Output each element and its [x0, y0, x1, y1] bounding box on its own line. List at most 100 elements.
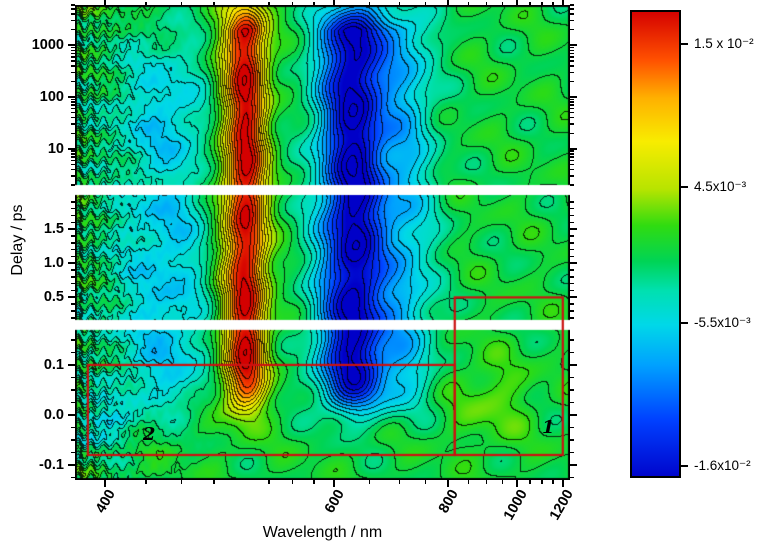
contour-plot-canvas — [75, 5, 570, 480]
y-minor-tick-right — [570, 248, 574, 251]
y-minor-tick-right — [570, 235, 574, 237]
y-minor-tick-right — [570, 60, 574, 62]
y-tick-label: 0.0 — [43, 406, 64, 423]
y-minor-tick — [71, 168, 75, 171]
y-minor-tick — [71, 310, 75, 312]
y-minor-tick — [71, 46, 75, 49]
y-minor-tick-right — [570, 46, 574, 49]
y-minor-tick — [71, 98, 75, 101]
y-minor-tick — [71, 8, 75, 10]
y-major-tick-right — [570, 44, 577, 47]
y-minor-tick — [71, 242, 75, 244]
colorbar-tick — [681, 321, 688, 324]
y-minor-tick-right — [570, 303, 574, 305]
y-minor-tick — [71, 248, 75, 251]
y-minor-tick — [71, 451, 75, 454]
y-minor-tick-right — [570, 276, 574, 278]
y-minor-tick-right — [570, 56, 574, 58]
y-minor-tick — [71, 13, 75, 15]
y-major-tick — [68, 363, 75, 366]
y-major-tick-right — [570, 96, 577, 99]
y-minor-tick-right — [570, 201, 574, 203]
y-minor-tick-right — [570, 282, 574, 285]
y-minor-tick — [71, 71, 75, 74]
y-major-tick — [68, 413, 75, 416]
y-minor-tick — [71, 214, 75, 217]
y-major-tick-right — [570, 262, 577, 265]
y-minor-tick-right — [570, 104, 574, 106]
y-minor-tick-right — [570, 317, 574, 319]
x-major-tick-top — [516, 0, 519, 5]
colorbar-tick — [681, 185, 688, 188]
y-minor-tick — [71, 49, 75, 52]
x-minor-tick — [291, 480, 294, 484]
x-minor-tick — [529, 480, 531, 484]
y-minor-tick-right — [570, 80, 574, 83]
x-minor-tick-top — [552, 2, 554, 5]
x-minor-tick-top — [501, 2, 504, 5]
y-minor-tick-right — [570, 52, 574, 55]
y-minor-tick-right — [570, 439, 574, 441]
y-tick-label: 0.5 — [43, 289, 64, 306]
y-major-tick-right — [570, 228, 577, 231]
y-minor-tick — [71, 19, 75, 22]
y-major-tick-right — [570, 463, 577, 466]
x-minor-tick-top — [291, 2, 294, 5]
y-minor-tick — [71, 269, 75, 271]
y-minor-tick-right — [570, 49, 574, 52]
y-major-tick — [68, 96, 75, 99]
colorbar-tick-label: -5.5x10⁻³ — [694, 314, 751, 330]
colorbar-tick-label: -1.6x10⁻² — [694, 457, 751, 473]
y-minor-tick — [71, 104, 75, 106]
y-minor-tick — [71, 56, 75, 58]
y-minor-tick-right — [570, 476, 574, 479]
y-minor-tick — [71, 303, 75, 305]
y-minor-tick-right — [570, 389, 574, 391]
y-minor-tick-right — [570, 111, 574, 114]
y-tick-label: 1.5 — [43, 221, 64, 238]
x-minor-tick-top — [541, 2, 543, 5]
y-minor-tick-right — [570, 207, 574, 210]
y-minor-tick — [71, 28, 75, 31]
y-major-tick-right — [570, 147, 577, 150]
y-axis-title: Delay / ps — [9, 204, 26, 276]
x-minor-tick — [368, 480, 371, 484]
y-minor-tick — [71, 389, 75, 391]
y-minor-tick — [71, 276, 75, 278]
x-major-tick — [516, 480, 519, 487]
y-minor-tick — [71, 235, 75, 237]
y-minor-tick-right — [570, 101, 574, 103]
colorbar — [630, 10, 681, 478]
x-major-tick — [561, 480, 564, 487]
y-minor-tick-right — [570, 123, 574, 125]
y-minor-tick-right — [570, 310, 574, 312]
x-minor-tick-top — [398, 2, 401, 5]
y-minor-tick — [71, 156, 75, 158]
y-minor-tick-right — [570, 184, 574, 186]
y-minor-tick-right — [570, 214, 574, 217]
region-label-1: 1 — [541, 416, 555, 438]
y-minor-tick — [71, 163, 75, 166]
x-minor-tick — [313, 480, 315, 484]
y-minor-tick — [71, 426, 75, 429]
x-minor-tick — [180, 480, 183, 484]
y-minor-tick — [71, 221, 75, 224]
x-minor-tick-top — [145, 2, 147, 5]
y-minor-tick-right — [570, 351, 574, 354]
y-minor-tick-right — [570, 13, 574, 15]
y-major-tick — [68, 296, 75, 299]
y-minor-tick — [71, 132, 75, 134]
colorbar-tick-label: 1.5 x 10⁻² — [694, 36, 754, 52]
x-minor-tick — [424, 480, 427, 484]
y-minor-tick — [71, 52, 75, 55]
y-minor-tick — [71, 4, 75, 6]
y-minor-tick-right — [570, 8, 574, 10]
x-minor-tick-top — [213, 2, 215, 5]
y-minor-tick — [71, 150, 75, 152]
y-minor-tick-right — [570, 19, 574, 22]
y-tick-label: 10 — [47, 140, 64, 157]
y-minor-tick-right — [570, 451, 574, 454]
y-minor-tick — [71, 351, 75, 354]
y-tick-label: 100 — [39, 89, 64, 106]
y-minor-tick-right — [570, 255, 574, 258]
